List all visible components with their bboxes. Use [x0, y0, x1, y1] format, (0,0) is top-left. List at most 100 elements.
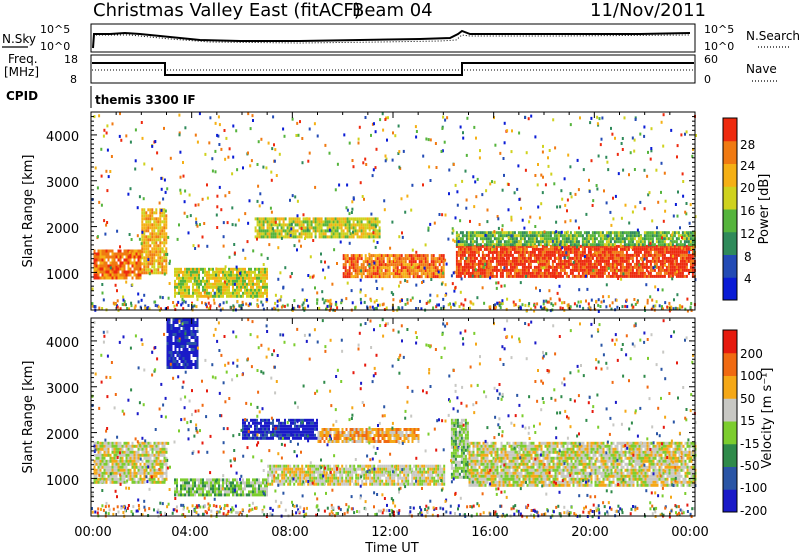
- range-gate-cell: [113, 264, 116, 268]
- range-gate-cell: [605, 155, 608, 159]
- range-gate-cell: [222, 268, 225, 272]
- range-gate-cell: [661, 236, 663, 240]
- range-gate-cell: [266, 256, 269, 260]
- range-gate-cell: [194, 282, 196, 286]
- range-gate-cell: [133, 252, 136, 256]
- range-gate-cell: [668, 309, 671, 313]
- range-gate-cell: [215, 213, 218, 217]
- range-gate-cell: [410, 260, 413, 264]
- range-gate-cell: [320, 226, 323, 230]
- range-gate-cell: [551, 239, 554, 243]
- range-gate-cell: [105, 477, 108, 481]
- range-gate-cell: [651, 256, 654, 260]
- range-gate-cell: [477, 262, 480, 266]
- range-gate-cell: [673, 250, 676, 254]
- range-gate-cell: [358, 125, 361, 129]
- range-gate-cell: [465, 231, 468, 235]
- range-gate-cell: [501, 247, 504, 251]
- range-gate-cell: [97, 447, 100, 451]
- range-gate-cell: [181, 301, 184, 305]
- range-gate-cell: [557, 247, 560, 251]
- range-gate-cell: [549, 297, 552, 301]
- range-gate-cell: [206, 270, 208, 274]
- range-gate-cell: [609, 237, 612, 241]
- range-gate-cell: [679, 226, 681, 230]
- colorbar-swatch: [723, 118, 737, 142]
- range-gate-cell: [591, 231, 594, 235]
- range-gate-cell: [250, 285, 252, 289]
- range-gate-cell: [595, 265, 598, 269]
- range-gate-cell: [317, 217, 320, 221]
- range-gate-cell: [609, 256, 612, 260]
- range-gate-cell: [93, 441, 96, 445]
- range-gate-cell: [477, 265, 480, 269]
- range-gate-cell: [663, 271, 666, 275]
- range-gate-cell: [173, 304, 176, 308]
- range-gate-cell: [635, 256, 638, 260]
- range-gate-cell: [244, 267, 246, 271]
- range-gate-cell: [485, 234, 488, 238]
- range-gate-cell: [561, 243, 564, 247]
- range-gate-cell: [383, 199, 386, 203]
- range-gate-cell: [643, 262, 646, 266]
- range-gate-cell: [218, 276, 220, 280]
- range-gate-cell: [147, 217, 150, 221]
- range-gate-cell: [636, 299, 639, 303]
- range-gate-cell: [376, 217, 379, 221]
- range-gate-cell: [683, 265, 686, 269]
- range-gate-cell: [613, 237, 616, 241]
- range-gate-cell: [497, 231, 500, 235]
- range-gate-cell: [218, 123, 221, 127]
- range-gate-cell: [364, 269, 367, 273]
- range-gate-cell: [515, 256, 518, 260]
- range-gate-cell: [208, 270, 210, 274]
- range-gate-cell: [115, 474, 118, 478]
- power-cbar-tick-24: 24: [740, 159, 755, 173]
- range-gate-cell: [125, 261, 128, 265]
- range-gate-cell: [421, 281, 423, 284]
- range-gate-cell: [477, 274, 480, 278]
- range-gate-cell: [627, 259, 630, 263]
- range-gate-cell: [511, 274, 514, 278]
- range-gate-cell: [117, 252, 120, 256]
- range-gate-cell: [668, 301, 671, 305]
- range-gate-cell: [204, 285, 206, 289]
- range-gate-cell: [467, 262, 470, 266]
- range-gate-cell: [485, 274, 488, 278]
- range-gate-cell: [515, 247, 518, 251]
- range-gate-cell: [563, 256, 566, 260]
- range-gate-cell: [160, 208, 163, 212]
- range-gate-cell: [222, 282, 225, 286]
- range-gate-cell: [252, 288, 254, 292]
- range-gate-cell: [191, 305, 194, 309]
- range-gate-cell: [176, 237, 179, 241]
- range-gate-cell: [157, 271, 160, 275]
- range-gate-cell: [133, 471, 136, 475]
- range-gate-cell: [475, 136, 477, 140]
- range-gate-cell: [495, 281, 498, 285]
- range-gate-cell: [565, 247, 568, 251]
- range-gate-cell: [565, 251, 568, 255]
- range-gate-cell: [220, 208, 223, 212]
- range-gate-cell: [531, 234, 534, 238]
- range-gate-cell: [126, 307, 129, 310]
- range-gate-cell: [119, 264, 122, 268]
- range-gate-cell: [376, 241, 379, 244]
- range-gate-cell: [159, 235, 162, 239]
- range-gate-cell: [111, 465, 114, 469]
- range-gate-cell: [101, 270, 104, 274]
- range-gate-cell: [206, 285, 208, 289]
- range-gate-cell: [123, 453, 126, 457]
- range-gate-cell: [224, 291, 226, 295]
- range-gate-cell: [575, 247, 578, 251]
- range-gate-cell: [607, 295, 610, 299]
- range-gate-cell: [412, 275, 415, 279]
- range-gate-cell: [123, 444, 126, 448]
- range-gate-cell: [523, 265, 526, 269]
- range-gate-cell: [529, 243, 532, 247]
- range-gate-cell: [587, 268, 590, 272]
- range-gate-cell: [495, 253, 498, 257]
- range-gate-cell: [645, 250, 648, 254]
- range-gate-cell: [573, 243, 576, 247]
- range-gate-cell: [338, 183, 341, 187]
